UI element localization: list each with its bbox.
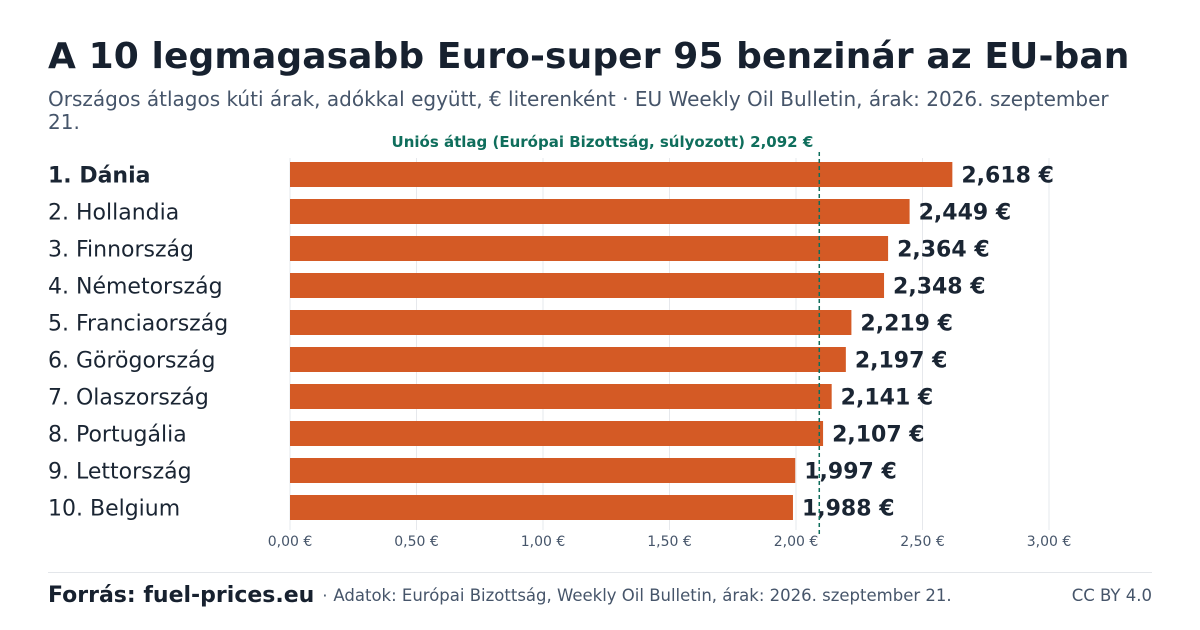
chart-subtitle: Országos átlagos kúti árak, adókkal együ…	[48, 87, 1109, 134]
x-tick-label: 0,50 €	[394, 534, 439, 550]
category-label: 3. Finnország	[48, 238, 194, 263]
category-label: 1. Dánia	[48, 164, 150, 189]
category-label: 9. Lettország	[48, 460, 192, 485]
x-tick-label: 3,00 €	[1027, 534, 1072, 550]
value-label: 2,348 €	[893, 275, 986, 300]
x-tick-label: 0,00 €	[268, 534, 313, 550]
value-label: 2,197 €	[855, 349, 948, 374]
bar	[290, 421, 824, 446]
bar	[290, 199, 910, 224]
data-note: Adatok: Európai Bizottság, Weekly Oil Bu…	[333, 585, 952, 605]
value-label: 2,107 €	[832, 423, 925, 448]
reference-line-label: Uniós átlag (Európai Bizottság, súlyozot…	[392, 133, 814, 151]
category-label: 6. Görögország	[48, 349, 215, 374]
category-label: 2. Hollandia	[48, 201, 179, 226]
source-label: Forrás: fuel-prices.eu	[48, 582, 315, 608]
category-label: 10. Belgium	[48, 497, 180, 522]
footer: Forrás: fuel-prices.eu · Adatok: Európai…	[48, 580, 1152, 610]
category-label: 5. Franciaország	[48, 312, 228, 337]
value-label: 2,141 €	[841, 386, 934, 411]
value-label: 2,219 €	[860, 312, 953, 337]
value-label: 2,449 €	[919, 201, 1012, 226]
chart-title: A 10 legmagasabb Euro-super 95 benzinár …	[48, 36, 1130, 77]
x-tick-label: 1,50 €	[647, 534, 692, 550]
license-label: CC BY 4.0	[1071, 585, 1152, 605]
bar	[290, 162, 953, 187]
bar	[290, 273, 885, 298]
bar	[290, 458, 796, 483]
category-label: 7. Olaszország	[48, 386, 209, 411]
bar	[290, 495, 793, 520]
category-label: 4. Németország	[48, 275, 223, 300]
category-label: 8. Portugália	[48, 423, 187, 448]
bar	[290, 384, 832, 409]
x-tick-label: 2,50 €	[900, 534, 945, 550]
value-label: 1,997 €	[804, 460, 897, 485]
x-tick-label: 1,00 €	[521, 534, 566, 550]
value-label: 2,618 €	[961, 164, 1054, 189]
x-tick-label: 2,00 €	[774, 534, 819, 550]
bar	[290, 236, 889, 261]
value-label: 1,988 €	[802, 497, 895, 522]
bar	[290, 310, 852, 335]
footer-divider	[48, 572, 1152, 573]
value-label: 2,364 €	[897, 238, 990, 263]
footer-separator: ·	[322, 585, 328, 605]
bar	[290, 347, 846, 372]
